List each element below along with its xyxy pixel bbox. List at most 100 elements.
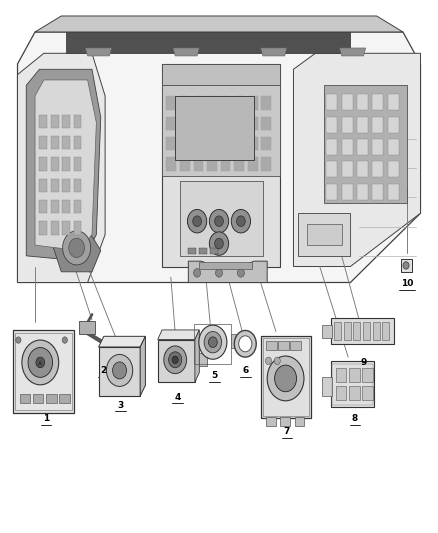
Bar (372, 184, 383, 200)
Bar (261, 137, 271, 150)
Polygon shape (35, 16, 403, 32)
Bar (99, 347, 140, 396)
Circle shape (164, 346, 187, 374)
Bar (324, 85, 407, 203)
Bar (207, 96, 217, 110)
Bar (248, 96, 258, 110)
Bar (39, 115, 47, 128)
Text: 4: 4 (174, 393, 180, 401)
Bar (180, 96, 190, 110)
Bar (357, 117, 368, 133)
Bar (234, 157, 244, 171)
Circle shape (63, 231, 91, 265)
Text: ▲: ▲ (38, 360, 42, 365)
Bar (280, 417, 290, 426)
Bar (158, 340, 195, 382)
Bar (166, 157, 176, 171)
Bar (51, 179, 59, 192)
Bar (357, 161, 368, 177)
Bar (372, 94, 383, 110)
Circle shape (231, 209, 251, 233)
Circle shape (62, 337, 67, 343)
Bar (336, 386, 346, 400)
Polygon shape (18, 32, 420, 282)
Bar (74, 179, 81, 192)
Bar (307, 224, 342, 245)
Bar (362, 386, 373, 400)
Bar (79, 321, 95, 334)
Bar (349, 386, 360, 400)
Bar (166, 117, 176, 130)
Text: 10: 10 (401, 279, 413, 288)
Circle shape (234, 330, 256, 357)
Bar (39, 179, 47, 192)
Bar (372, 117, 383, 133)
Circle shape (215, 238, 223, 249)
Bar (180, 157, 190, 171)
Bar (39, 221, 47, 235)
Bar (278, 341, 289, 350)
Circle shape (209, 209, 229, 233)
Circle shape (187, 209, 207, 233)
Bar (357, 184, 368, 200)
Circle shape (237, 269, 244, 277)
Circle shape (193, 216, 201, 227)
Bar (334, 322, 341, 340)
Bar (263, 338, 309, 416)
Bar (62, 115, 70, 128)
Bar (51, 221, 59, 235)
Bar (332, 364, 373, 405)
Bar (51, 200, 59, 213)
Bar (326, 117, 337, 133)
Bar (194, 157, 203, 171)
Text: 1: 1 (43, 414, 49, 423)
Bar (199, 248, 207, 254)
Bar (39, 136, 47, 149)
Bar (33, 394, 43, 403)
Bar (326, 184, 337, 200)
Polygon shape (53, 224, 101, 272)
Bar (349, 368, 360, 382)
Text: 8: 8 (352, 414, 358, 423)
Bar (221, 96, 230, 110)
Circle shape (110, 344, 120, 357)
Polygon shape (99, 336, 145, 347)
Bar (207, 137, 217, 150)
Text: 7: 7 (284, 427, 290, 436)
Bar (39, 157, 47, 171)
Text: 9: 9 (360, 358, 367, 367)
Polygon shape (35, 80, 96, 251)
Circle shape (28, 348, 53, 377)
Polygon shape (195, 330, 199, 382)
Circle shape (36, 357, 45, 368)
Bar (353, 322, 360, 340)
Circle shape (403, 262, 409, 269)
Bar (336, 368, 346, 382)
Bar (162, 85, 280, 176)
Bar (342, 184, 353, 200)
Bar (322, 325, 332, 338)
Bar (166, 137, 176, 150)
Bar (290, 341, 301, 350)
Bar (388, 161, 399, 177)
Circle shape (239, 336, 252, 352)
Bar (62, 136, 70, 149)
Circle shape (69, 238, 85, 257)
Bar (382, 322, 389, 340)
Circle shape (274, 357, 280, 365)
Bar (74, 157, 81, 171)
Bar (234, 137, 244, 150)
Bar (46, 394, 57, 403)
Bar (207, 117, 217, 130)
Bar (266, 417, 276, 426)
Bar (331, 318, 394, 344)
Circle shape (215, 216, 223, 227)
Bar (175, 96, 254, 160)
Bar (234, 117, 244, 130)
Bar (342, 139, 353, 155)
Bar (331, 361, 374, 407)
Circle shape (267, 356, 304, 401)
Bar (388, 139, 399, 155)
Bar (62, 179, 70, 192)
Bar (51, 115, 59, 128)
